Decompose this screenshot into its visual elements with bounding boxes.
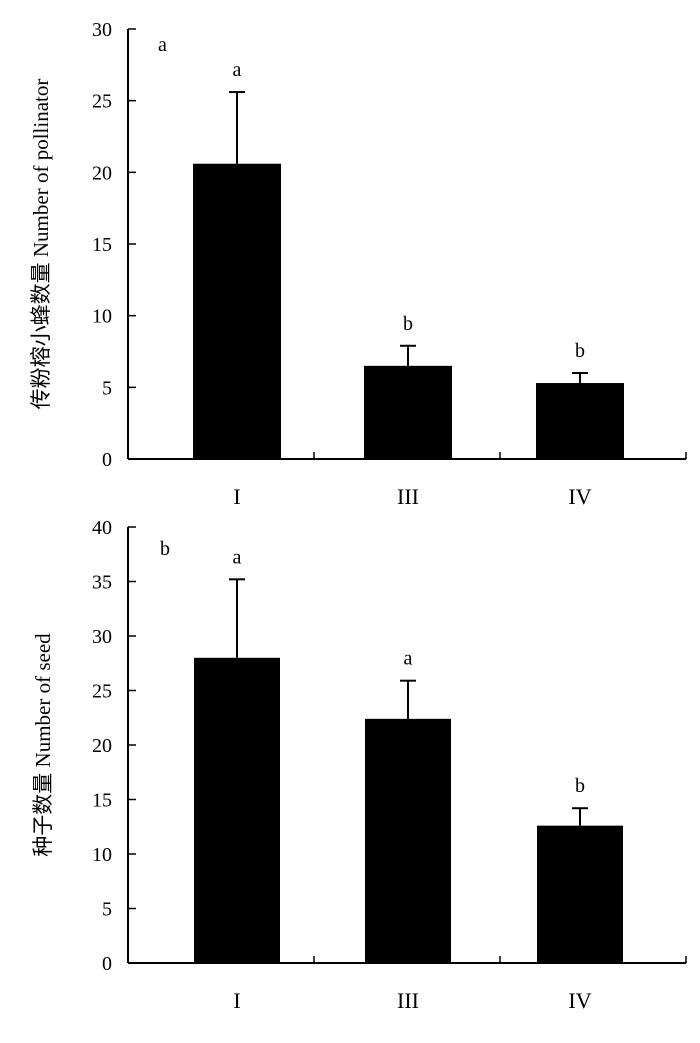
bar: [365, 718, 451, 963]
significance-letter: b: [403, 313, 413, 335]
y-tick-label: 25: [92, 91, 112, 113]
y-tick-label: 0: [102, 953, 112, 975]
panel-pollinator: 0 5 10 15 20 25 30 a Ib III b IV a 传粉榕小蜂数量 Number of …: [29, 19, 687, 509]
y-tick-label: 20: [92, 162, 112, 184]
panel-seed: 0 5 10 15 20 25 30 35 40 a Ia III b IV b 种子数量 Number of…: [31, 517, 687, 1013]
bar: [193, 163, 281, 459]
x-category-label: I: [233, 484, 240, 509]
significance-letter: a: [404, 648, 413, 670]
y-tick-label: 5: [102, 377, 112, 399]
y-tick-label: 5: [102, 899, 112, 921]
y-tick-label: 0: [102, 449, 112, 471]
y-tick-label: 40: [92, 517, 112, 539]
y-tick-label: 35: [92, 572, 112, 594]
panel-letter: a: [158, 34, 167, 56]
y-tick-label: 15: [92, 234, 112, 256]
y-tick-label: 20: [92, 735, 112, 757]
y-axis-title: 传粉榕小蜂数量 Number of pollinator: [29, 79, 53, 410]
y-tick-label: 25: [92, 681, 112, 703]
x-category-label: III: [397, 484, 419, 509]
y-tick-label: 30: [92, 626, 112, 648]
significance-letter: b: [575, 340, 585, 362]
significance-letter: a: [233, 59, 242, 81]
y-axis-title: 种子数量 Number of seed: [31, 633, 55, 857]
y-tick-label: 15: [92, 790, 112, 812]
x-category-label: III: [397, 988, 419, 1013]
significance-letter: a: [233, 546, 242, 568]
bar: [536, 383, 624, 459]
y-tick-label: 10: [92, 306, 112, 328]
y-tick-label: 10: [92, 844, 112, 866]
significance-letter: b: [575, 775, 585, 797]
bar: [194, 657, 280, 963]
bar: [537, 825, 623, 963]
x-category-label: IV: [568, 988, 591, 1013]
x-category-label: I: [233, 988, 240, 1013]
y-tick-label: 30: [92, 19, 112, 41]
bar: [364, 365, 452, 459]
panel-letter: b: [160, 538, 170, 560]
x-category-label: IV: [568, 484, 591, 509]
